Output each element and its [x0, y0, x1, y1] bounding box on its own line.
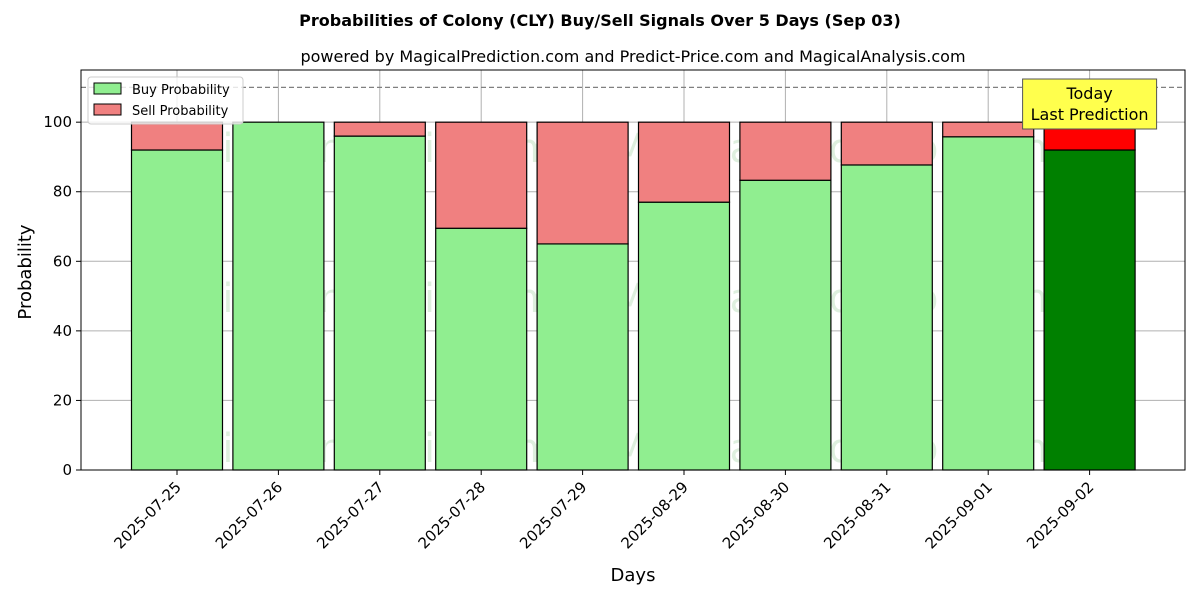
plot-frame: [80, 69, 1186, 471]
annotation-line-2: Last Prediction: [1031, 105, 1149, 124]
y-tick-label: 0: [62, 461, 72, 479]
sell-bar: [333, 121, 426, 137]
buy-bar: [130, 149, 224, 471]
x-axis-label: Days: [611, 565, 656, 586]
x-tick-label: 2025-08-29: [617, 478, 691, 552]
axes: [76, 69, 1186, 475]
y-axis-label: Probability: [15, 224, 36, 319]
y-tick-label: 60: [53, 252, 72, 270]
legend-box: [87, 76, 244, 125]
x-tick-label: 2025-07-29: [516, 478, 590, 552]
x-tick-label: 2025-08-30: [719, 478, 793, 552]
legend: Buy Probability Sell Probability: [87, 76, 244, 125]
sell-bar: [435, 121, 528, 229]
buy-bar: [435, 227, 528, 471]
sell-bar: [942, 121, 1035, 138]
annotation-box: [1022, 78, 1158, 130]
buy-bar: [536, 243, 629, 471]
buy-bar: [333, 135, 426, 471]
sell-bar: [130, 121, 224, 151]
legend-label-sell: Sell Probability: [132, 104, 229, 119]
buy-bar: [739, 179, 832, 471]
x-tick-label: 2025-07-26: [212, 478, 286, 552]
x-tick-label: 2025-07-28: [415, 478, 489, 552]
y-tick-label: 20: [53, 391, 72, 409]
buy-bar: [232, 121, 325, 471]
legend-swatch-buy: [93, 82, 122, 95]
buy-bar: [840, 164, 933, 471]
sell-bar: [739, 121, 832, 181]
x-tick-label: 2025-08-31: [820, 478, 894, 552]
buy-bar: [637, 201, 731, 471]
x-tick-label: 2025-07-25: [110, 478, 184, 552]
x-tick-label: 2025-09-01: [922, 478, 996, 552]
sell-bar: [536, 121, 629, 245]
x-tick-label: 2025-09-02: [1023, 478, 1097, 552]
y-tick-label: 100: [43, 113, 72, 131]
chart-title: Probabilities of Colony (CLY) Buy/Sell S…: [299, 11, 901, 30]
annotation-line-1: Today: [1065, 84, 1112, 103]
sell-bar: [637, 121, 731, 203]
chart-subtitle: powered by MagicalPrediction.com and Pre…: [300, 47, 965, 66]
buy-bar: [942, 136, 1035, 471]
x-tick-label: 2025-07-27: [313, 478, 387, 552]
bars: [130, 121, 1136, 471]
today-annotation: Today Last Prediction: [1022, 78, 1158, 130]
legend-swatch-sell: [93, 103, 122, 116]
legend-label-buy: Buy Probability: [132, 83, 230, 98]
y-tick-label: 40: [53, 322, 72, 340]
sell-bar: [840, 121, 933, 166]
buy-bar: [1043, 149, 1136, 471]
y-tick-label: 80: [53, 183, 72, 201]
